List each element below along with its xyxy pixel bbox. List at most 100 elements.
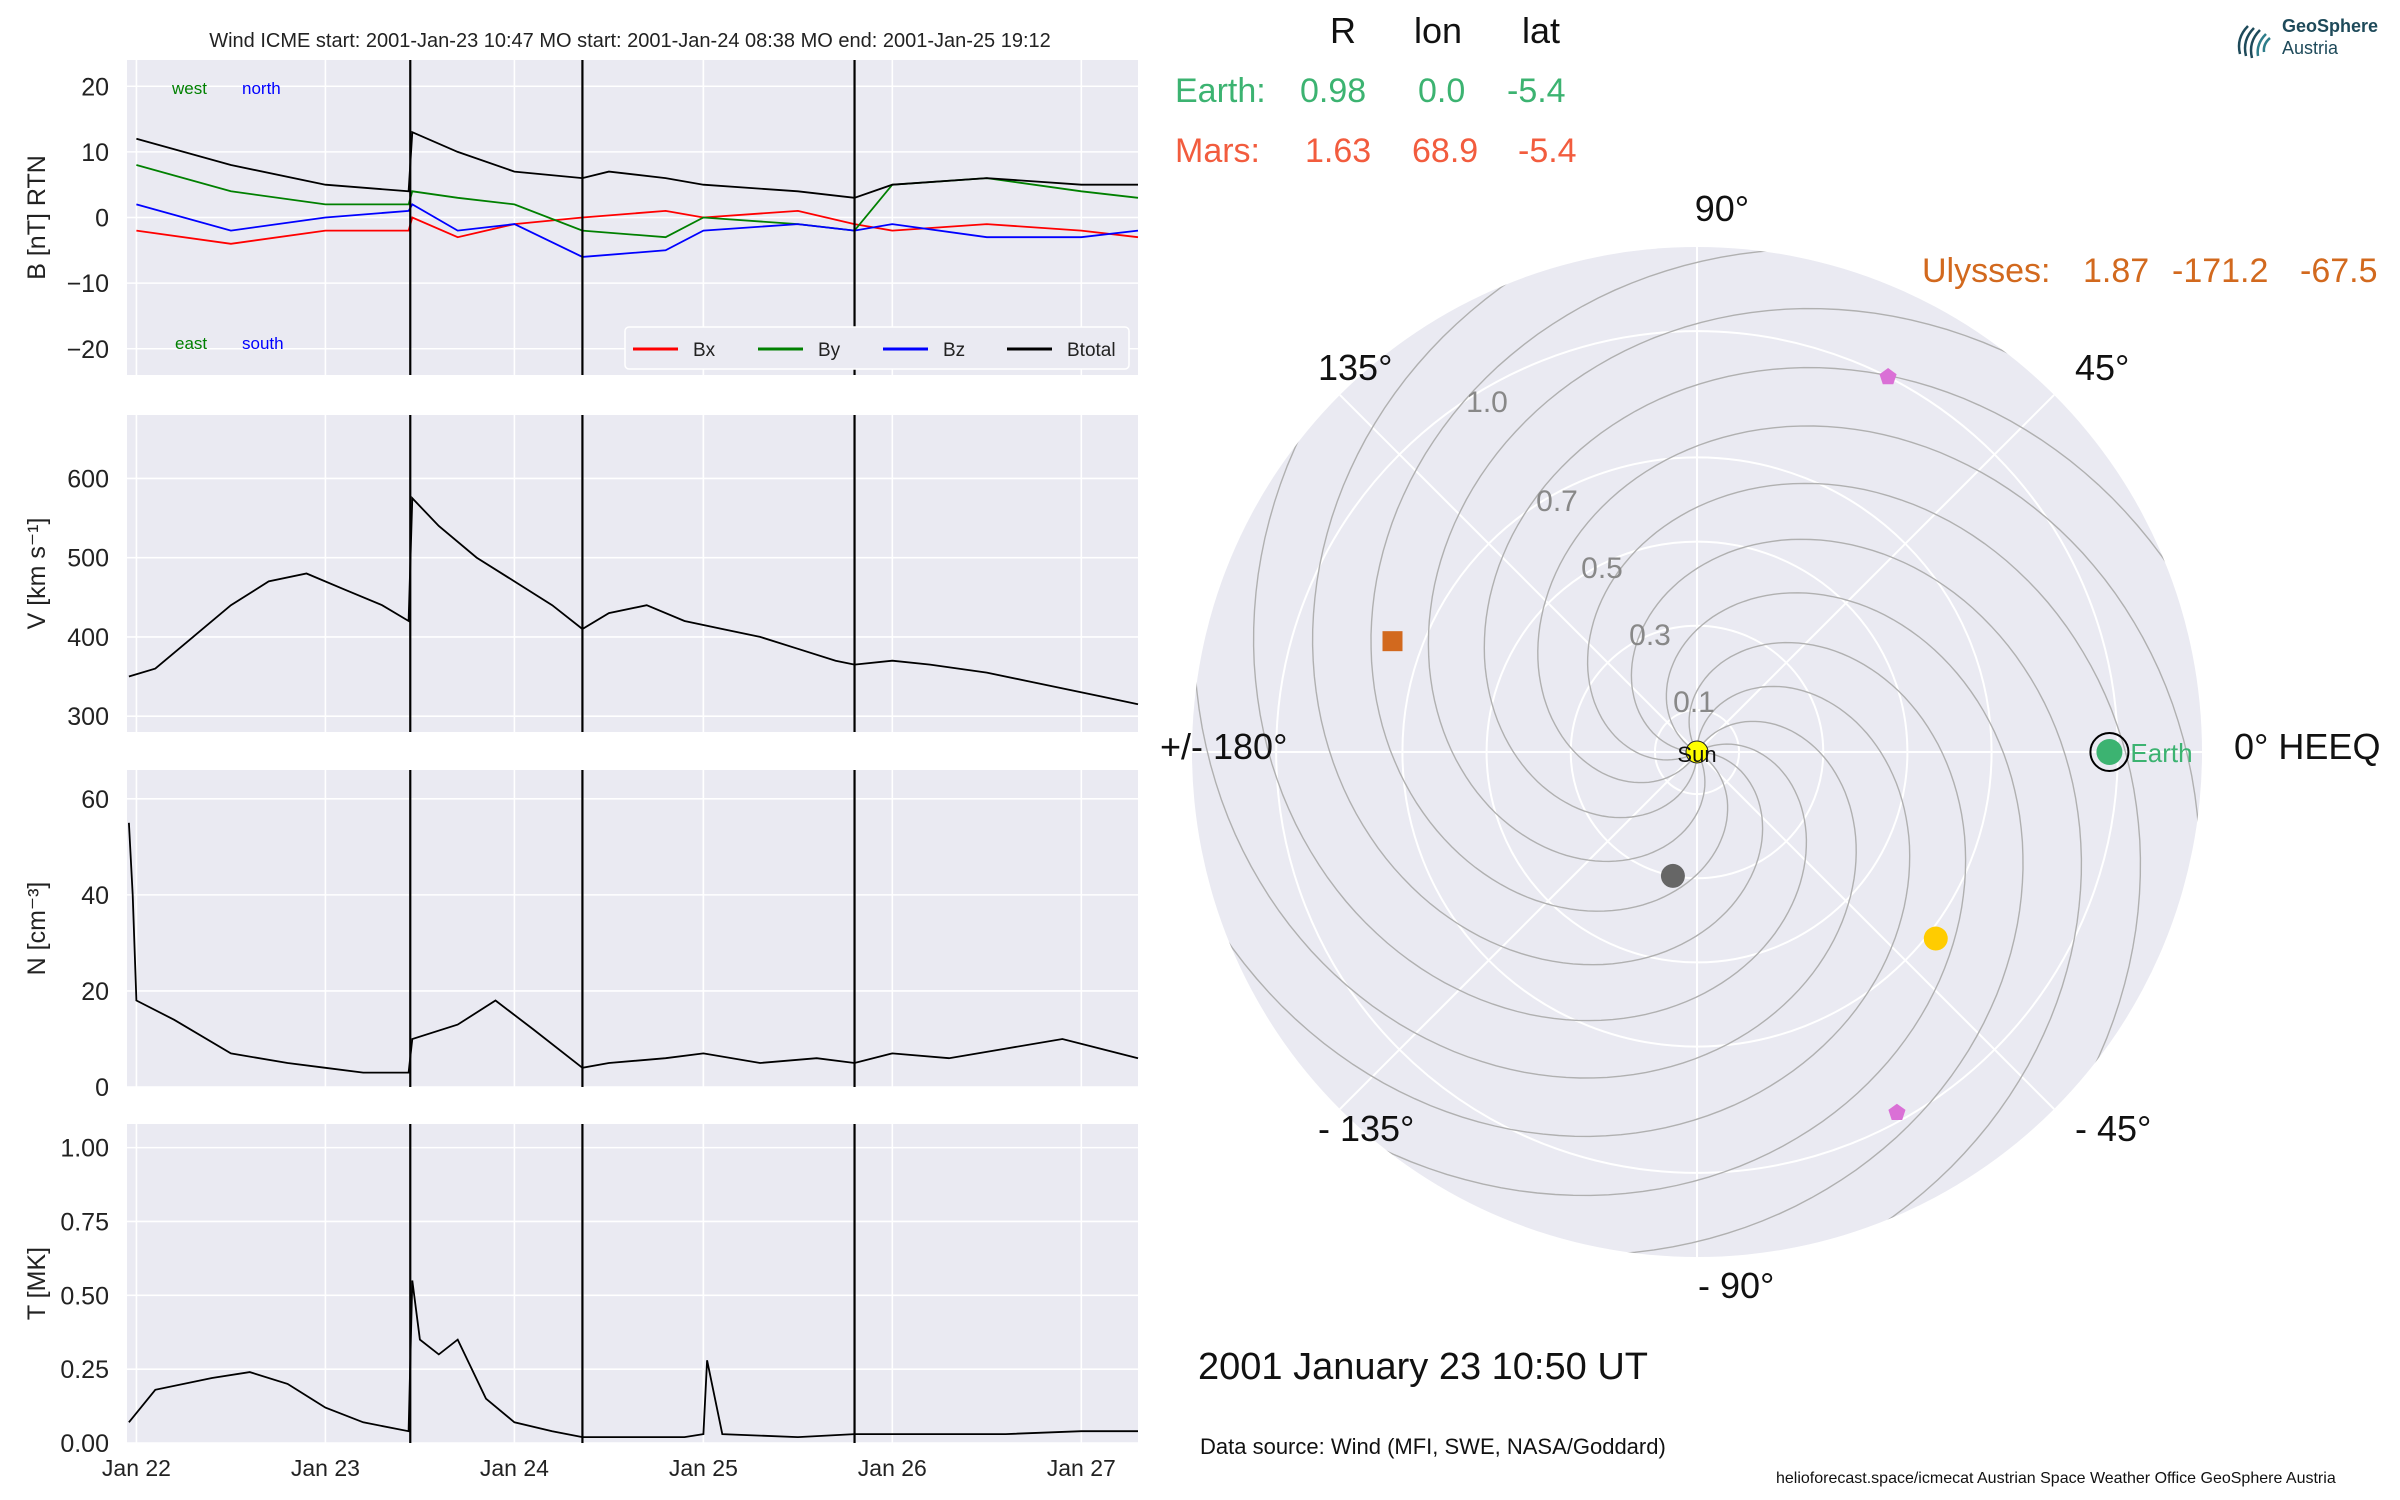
panel-background — [127, 415, 1138, 732]
panel-3: 60 40 20 0 N [cm⁻³] — [23, 770, 1139, 1102]
radial-tick-label: 1.0 — [1466, 386, 1508, 419]
panel-2: 600 500 400 300 V [km s⁻¹] — [23, 415, 1139, 732]
parker-spiral-line — [1252, 361, 1808, 1022]
earth-position-name: Earth: — [1175, 72, 1266, 110]
y-tick-label: 0.25 — [60, 1356, 109, 1384]
series-line — [128, 1280, 1138, 1439]
x-tick-label: Jan 26 — [858, 1455, 927, 1481]
y-tick-label: 0 — [95, 205, 109, 233]
y-tick-label: 60 — [81, 786, 109, 814]
y-tick-label: 600 — [67, 465, 109, 493]
parker-spiral-line — [1370, 248, 1859, 912]
y-tick-label: −10 — [67, 270, 109, 298]
parker-spiral-line — [1630, 538, 2083, 1257]
mars-position-r: 1.63 — [1305, 132, 1372, 170]
y-tick-label: 40 — [81, 882, 109, 910]
legend: Bx By Bz Btotal — [624, 326, 1130, 370]
parker-spirals — [1192, 247, 2202, 1257]
angle-label: - 90° — [1698, 1265, 1774, 1306]
y-tick-label: 300 — [67, 703, 109, 731]
figure-title: Wind ICME start: 2001-Jan-23 10:47 MO st… — [209, 30, 1051, 52]
y-tick-label: 1.00 — [60, 1135, 109, 1163]
parker-spiral-line — [1483, 366, 2202, 819]
position-header-lon: lon — [1414, 10, 1463, 51]
angle-label: - 135° — [1318, 1108, 1414, 1149]
y-tick-label: 10 — [81, 139, 109, 167]
angle-label: 90° — [1695, 188, 1749, 229]
ulysses-position-name: Ulysses: — [1922, 252, 2051, 290]
x-tick-label: Jan 23 — [291, 1455, 360, 1481]
earth-position-lon: 0.0 — [1418, 72, 1466, 110]
series-line — [128, 822, 1139, 1074]
radial-tick-label: 0.1 — [1673, 686, 1715, 719]
angle-label: 135° — [1318, 347, 1392, 388]
radial-tick-label: 0.3 — [1629, 619, 1671, 652]
parker-spiral-line — [1306, 641, 1967, 1197]
y-tick-label: 20 — [81, 73, 109, 101]
panel-background — [127, 770, 1138, 1087]
y-tick-label: 0.50 — [60, 1282, 109, 1310]
y-tick-label: 0.00 — [60, 1430, 109, 1458]
parker-spiral-line — [1537, 425, 2201, 914]
angle-label: 45° — [2075, 347, 2129, 388]
legend-box — [624, 326, 1130, 370]
parker-spiral-line — [1586, 482, 2142, 1143]
spacecraft-marker-pentagon — [1888, 1103, 1906, 1120]
x-tick-label: Jan 24 — [480, 1455, 549, 1481]
earth-marker — [2096, 739, 2123, 765]
legend-label: By — [818, 340, 841, 361]
radial-tick-label: 0.7 — [1536, 485, 1578, 518]
parker-spiral-line — [1427, 307, 2088, 863]
earth-position-lat: -5.4 — [1507, 72, 1566, 110]
geosphere-logo: GeoSphere Austria — [2232, 14, 2392, 64]
polar-ring — [1401, 456, 1993, 1048]
y-tick-label: 500 — [67, 545, 109, 573]
x-tick-label: Jan 27 — [1047, 1455, 1116, 1481]
annotation-west: west — [171, 79, 207, 98]
y-tick-label: 400 — [67, 624, 109, 652]
ulysses-position-lon: -171.2 — [2172, 252, 2269, 290]
spacecraft-marker-square — [1382, 631, 1403, 652]
mars-position-lon: 68.9 — [1412, 132, 1479, 170]
footer-credits: helioforecast.space/icmecat Austrian Spa… — [1776, 1470, 2336, 1487]
spacecraft-marker-pentagon — [1879, 368, 1897, 385]
angle-label: 0° HEEQ — [2234, 726, 2380, 767]
panel-4: 1.00 0.75 0.50 0.25 0.00 T [MK] Jan 22 Jan 23 Ja… — [23, 1124, 1138, 1481]
series-line-btotal — [136, 130, 1138, 199]
legend-label: Bz — [943, 340, 965, 361]
planet-marker — [1923, 926, 1948, 951]
parker-spiral-line — [1193, 590, 1857, 1079]
geosphere-logo-icon — [2237, 25, 2271, 59]
annotation-south: south — [242, 334, 284, 353]
ulysses-position-r: 1.87 — [2083, 252, 2150, 290]
logo-line2: Austria — [2282, 38, 2339, 58]
position-header-r: R — [1330, 10, 1356, 51]
position-header-lat: lat — [1522, 10, 1561, 51]
y-axis-label: B [nT] RTN — [23, 155, 51, 280]
x-tick-label: Jan 25 — [669, 1455, 738, 1481]
y-tick-label: 0.75 — [60, 1208, 109, 1236]
mars-position-lat: -5.4 — [1518, 132, 1577, 170]
y-axis-label: N [cm⁻³] — [23, 882, 51, 976]
y-tick-label: −20 — [67, 336, 109, 364]
earth-label: Earth — [2130, 738, 2192, 768]
series-line-bz — [136, 203, 1139, 258]
sun-marker — [1685, 740, 1709, 764]
legend-label: Bx — [693, 340, 716, 361]
data-source: Data source: Wind (MFI, SWE, NASA/Goddar… — [1200, 1434, 1666, 1459]
sun-label: Sun — [1677, 742, 1716, 767]
y-axis-label: T [MK] — [23, 1247, 51, 1320]
logo-line1: GeoSphere — [2282, 16, 2379, 36]
x-tick-label: Jan 22 — [102, 1455, 171, 1481]
earth-ring — [2089, 732, 2130, 772]
earth-position-r: 0.98 — [1300, 72, 1367, 110]
angle-label: +/- 180° — [1160, 726, 1287, 767]
annotation-east: east — [175, 334, 207, 353]
timestamp: 2001 January 23 10:50 UT — [1198, 1346, 1648, 1388]
panel-1: 20 10 0 −10 −20 B [nT] RTN west north east south B… — [23, 60, 1139, 375]
polar-ring — [1569, 624, 1825, 880]
ulysses-position-lat: -67.5 — [2300, 252, 2378, 290]
